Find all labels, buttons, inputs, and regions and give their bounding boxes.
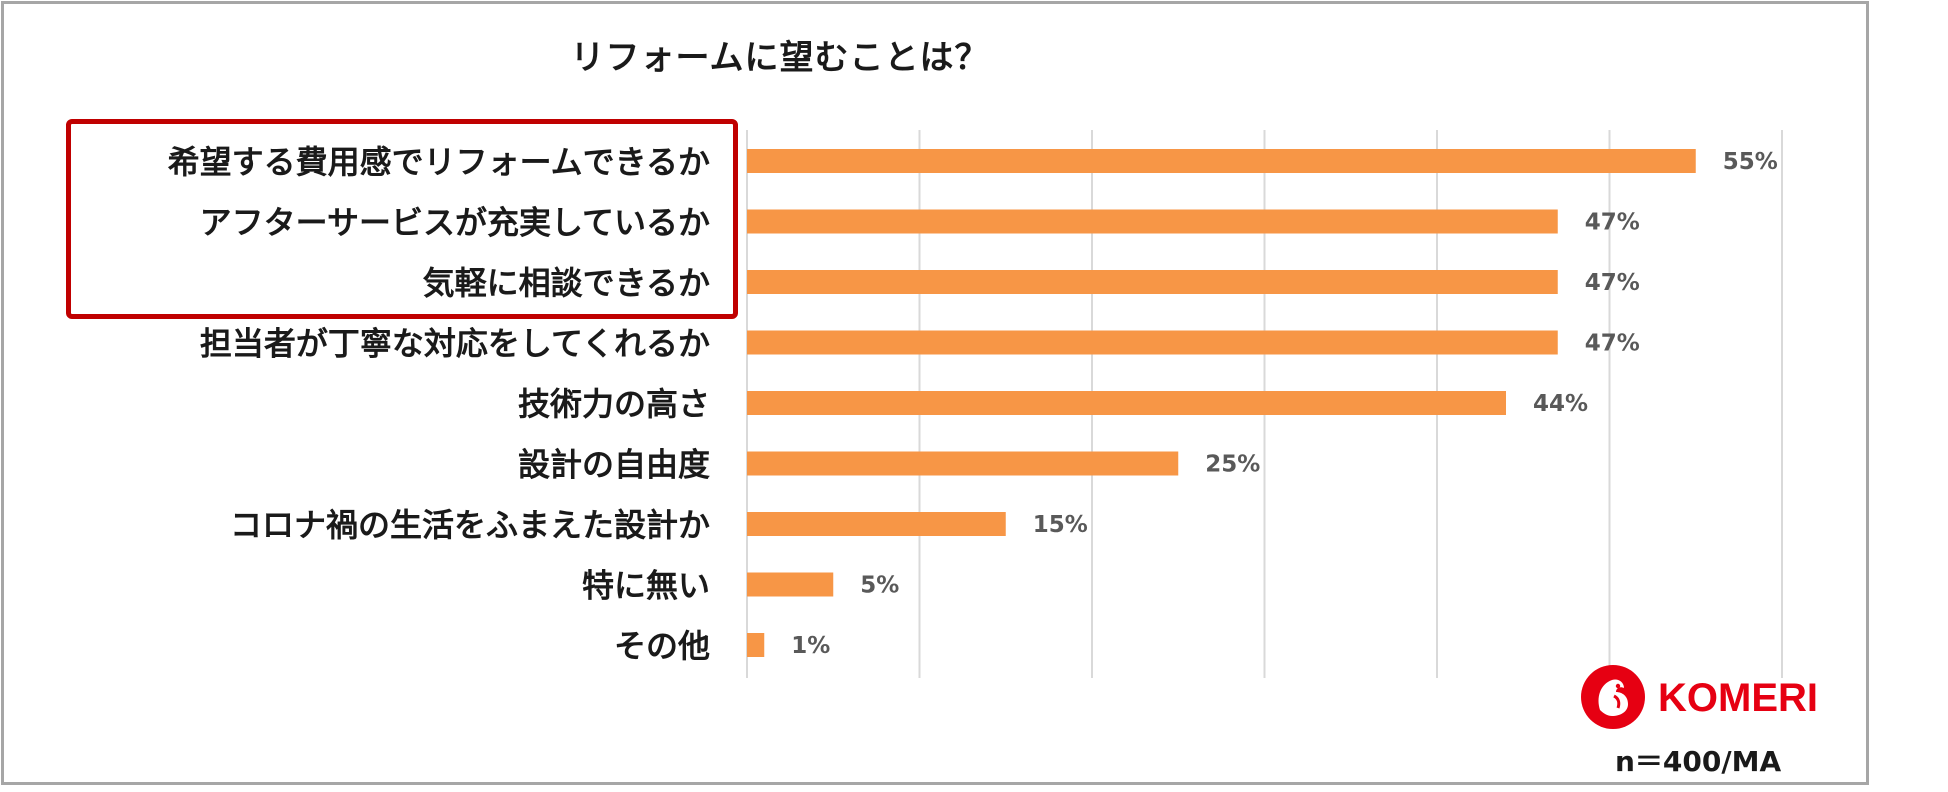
value-label: 47% [1585,270,1640,296]
value-labels: 55% 47% 47% 47% 44% 25% 15% 5% 1% [791,149,1778,659]
value-label: 44% [1533,391,1588,417]
category-label: 担当者が丁寧な対応をしてくれるか [200,325,710,363]
value-label: 1% [791,633,830,659]
bar [747,270,1558,294]
category-label: 技術力の高さ [518,385,710,423]
category-label: 設計の自由度 [518,446,710,484]
komeri-logo: KOMERI [1578,662,1828,732]
value-label: 47% [1585,331,1640,357]
bar [747,572,834,597]
bar [747,149,1696,173]
bars [747,149,1696,657]
value-label: 55% [1723,149,1778,175]
logo-text: KOMERI [1658,676,1818,720]
category-label: 希望する費用感でリフォームできるか [168,143,710,181]
bar [747,451,1179,476]
bar [747,512,1006,536]
rooster-icon [1581,665,1645,729]
bar [747,330,1558,355]
category-labels: 希望する費用感でリフォームできるかアフターサービスが充実しているか気軽に相談でき… [168,143,710,665]
category-label: コロナ禍の生活をふまえた設計か [230,506,710,544]
bar [747,391,1506,415]
value-label: 15% [1033,512,1088,538]
category-label: その他 [614,627,710,665]
chart-title: リフォームに望むことは？ [570,38,990,78]
value-label: 25% [1205,452,1260,478]
value-label: 5% [860,573,899,599]
category-label: 気軽に相談できるか [423,264,710,302]
highlight-box [66,119,738,319]
bar [747,209,1558,234]
category-label: アフターサービスが充実しているか [200,204,710,242]
category-label: 特に無い [582,567,710,605]
sample-note: n＝400/MA [1615,745,1782,778]
value-label: 47% [1585,210,1640,236]
bar [747,633,765,657]
